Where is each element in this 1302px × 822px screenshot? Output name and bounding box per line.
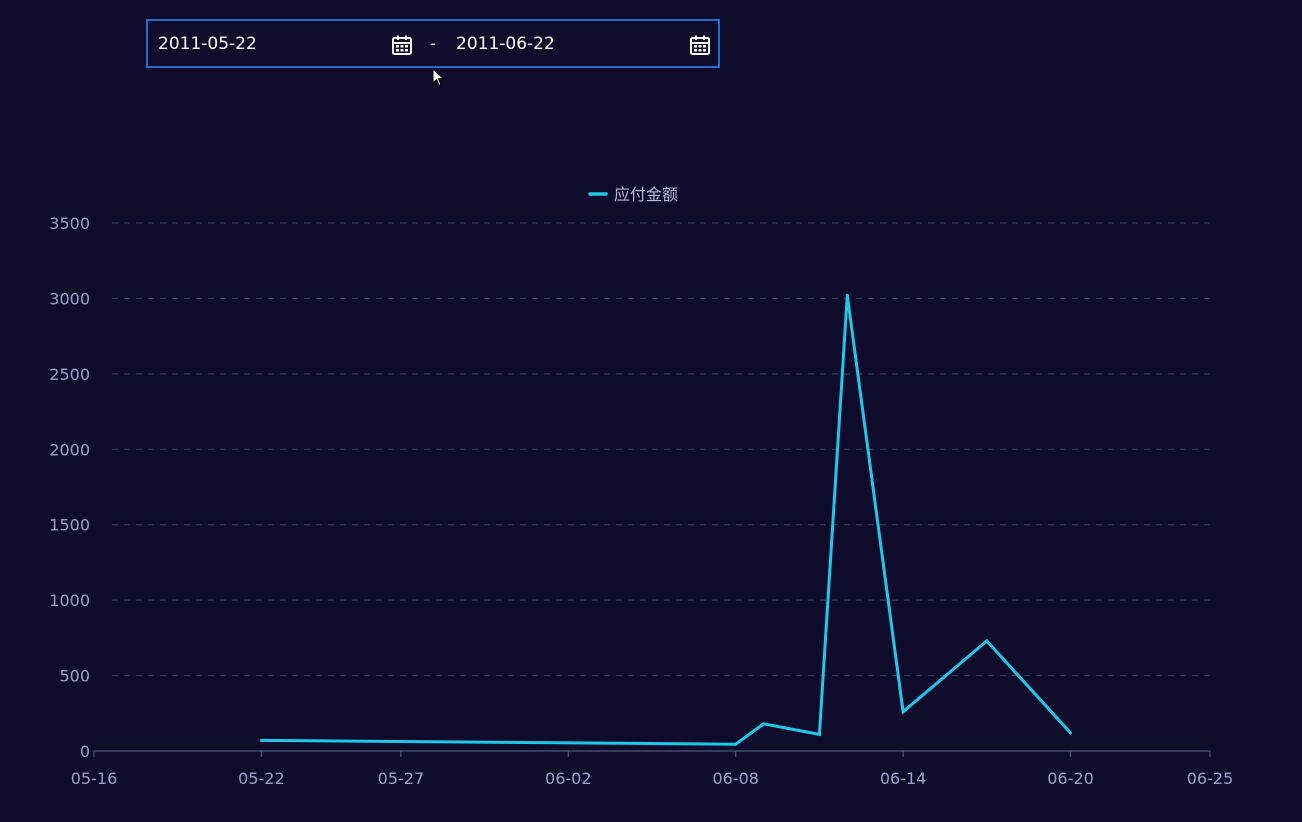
y-tick-label: 2500 (49, 365, 90, 384)
y-tick-label: 3000 (49, 289, 90, 308)
data-point (259, 738, 263, 742)
data-point (901, 710, 905, 714)
x-tick-label: 05-22 (238, 769, 285, 788)
x-tick-label: 06-14 (880, 769, 927, 788)
data-point (734, 742, 738, 746)
date-range-picker[interactable]: - (146, 19, 720, 68)
date-range-separator: - (430, 34, 436, 53)
data-point (817, 732, 821, 736)
x-tick-label: 06-20 (1047, 769, 1094, 788)
y-tick-label: 0 (80, 742, 90, 761)
series-line (261, 295, 1072, 746)
y-tick-label: 3500 (49, 214, 90, 233)
x-tick-label: 06-08 (712, 769, 759, 788)
data-point (985, 639, 989, 643)
calendar-icon[interactable] (689, 34, 711, 56)
y-tick-label: 500 (59, 667, 90, 686)
mouse-pointer-icon (432, 68, 445, 87)
data-point (845, 293, 849, 297)
y-tick-label: 1000 (49, 591, 90, 610)
x-tick-label: 05-16 (71, 769, 118, 788)
x-tick-label: 06-02 (545, 769, 592, 788)
calendar-icon[interactable] (391, 34, 413, 56)
y-tick-label: 2000 (49, 440, 90, 459)
start-date-input[interactable] (158, 21, 358, 66)
x-tick-label: 06-25 (1187, 769, 1234, 788)
end-date-input[interactable] (456, 21, 656, 66)
legend-label[interactable]: 应付金额 (614, 185, 678, 204)
data-point (762, 722, 766, 726)
x-tick-label: 05-27 (378, 769, 425, 788)
data-point (1069, 731, 1072, 735)
y-tick-label: 1500 (49, 516, 90, 535)
